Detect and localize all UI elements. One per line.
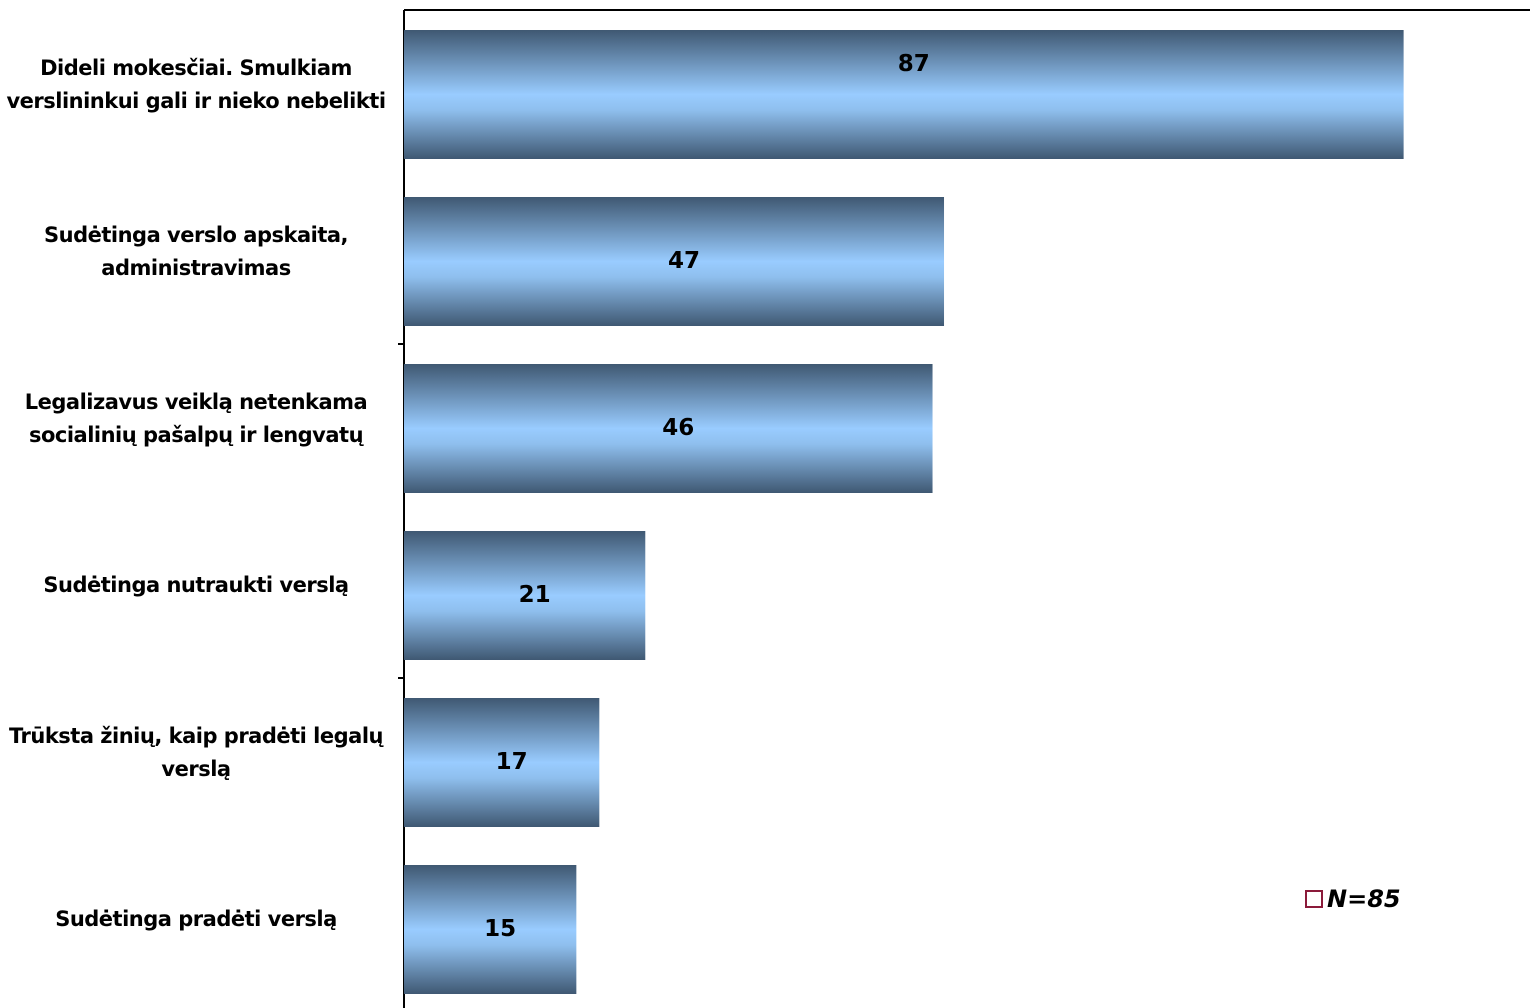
- bar: [404, 30, 1404, 159]
- bar: [404, 865, 577, 994]
- category-label: Legalizavus veiklą netenkama socialinių …: [24, 389, 368, 447]
- legend-label: N=85: [1327, 885, 1401, 913]
- category-label: Trūksta žinių, kaip pradėti legalų versl…: [9, 723, 383, 781]
- category-label: Sudėtinga pradėti verslą: [55, 907, 337, 931]
- value-label: 21: [519, 582, 551, 608]
- value-label: 87: [898, 51, 930, 77]
- value-label: 47: [668, 248, 700, 274]
- bar: [404, 197, 945, 326]
- value-label: 15: [484, 916, 516, 942]
- legend-swatch: [1305, 890, 1323, 908]
- category-label: Sudėtinga nutraukti verslą: [43, 573, 349, 597]
- category-label: Sudėtinga verslo apskaita, administravim…: [44, 222, 349, 280]
- value-label: 17: [496, 749, 528, 775]
- value-label: 46: [662, 415, 694, 441]
- bar: [404, 698, 600, 827]
- category-label: Dideli mokesčiai. Smulkiam verslininkui …: [6, 55, 386, 113]
- bar: [404, 531, 646, 660]
- bar: [404, 364, 933, 493]
